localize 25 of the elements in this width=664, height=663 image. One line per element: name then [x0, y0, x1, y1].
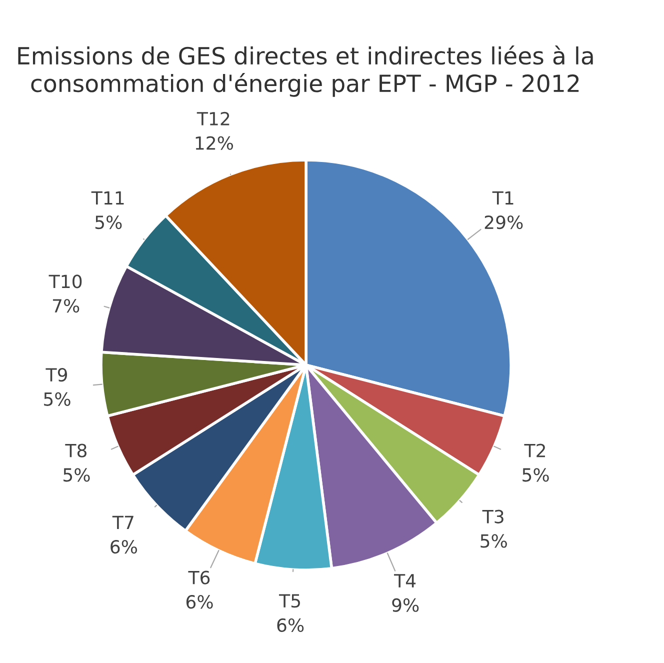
data-label: 5%	[95, 215, 122, 230]
slice-label: T3	[482, 510, 504, 524]
slice-label: T10	[48, 274, 82, 288]
chart-title: Emissions de GES directes et indirectes liées à la consommation d'énergie par EPT - MGP - 2012	[18, 45, 593, 97]
slice-label: T4	[394, 574, 416, 588]
data-label: 6%	[110, 540, 138, 554]
data-label: 5%	[44, 392, 70, 406]
data-label: 9%	[392, 598, 419, 612]
data-label: 12%	[196, 136, 233, 150]
slice-label: T7	[112, 516, 134, 530]
slice-label: T5	[278, 594, 300, 608]
slice-label: T6	[188, 570, 210, 584]
data-label: 5%	[480, 534, 507, 548]
slice-label: T8	[65, 444, 86, 458]
slice-label: T9	[46, 368, 67, 382]
data-label: 7%	[52, 298, 80, 313]
data-label: 5%	[522, 468, 549, 482]
slice-label: T1	[492, 191, 514, 205]
data-label: 5%	[64, 468, 90, 482]
slice-label: T12	[196, 112, 230, 126]
slice-label: T2	[524, 444, 545, 458]
data-label: 6%	[277, 618, 304, 632]
data-label: 6%	[186, 595, 213, 609]
data-label: 29%	[484, 215, 523, 230]
slice-label: T11	[91, 191, 124, 205]
